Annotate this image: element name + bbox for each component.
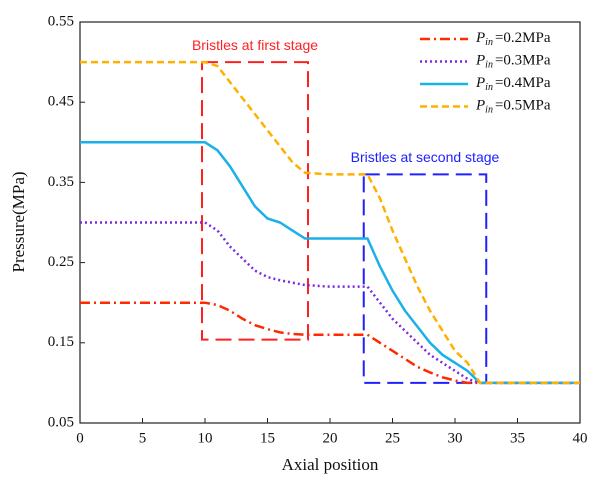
x-tick-label: 5: [139, 430, 147, 446]
x-tick-label: 30: [448, 430, 463, 446]
y-tick-label: 0.05: [48, 414, 74, 430]
annotation-box: [201, 61, 309, 341]
y-tick-label: 0.35: [48, 174, 74, 190]
x-tick-label: 40: [573, 430, 588, 446]
x-tick-label: 0: [76, 430, 84, 446]
legend-subscript: in: [485, 82, 493, 93]
legend-name: =0.5MPa: [495, 98, 551, 114]
x-tick-label: 35: [510, 430, 525, 446]
x-tick-label: 25: [385, 430, 400, 446]
y-axis-title: Pressure(MPa): [9, 171, 28, 272]
x-tick-label: 20: [323, 430, 338, 446]
x-axis-title: Axial position: [282, 455, 379, 474]
series-line: [80, 221, 580, 385]
annotation-box: [362, 173, 488, 384]
legend-symbol: P: [475, 30, 485, 46]
legend-subscript: in: [485, 37, 493, 48]
y-tick-label: 0.25: [48, 254, 74, 270]
series-line: [80, 301, 580, 385]
legend-subscript: in: [485, 105, 493, 116]
y-tick-label: 0.45: [48, 94, 74, 110]
y-tick-label: 0.55: [48, 13, 74, 29]
y-tick-label: 0.15: [48, 334, 74, 350]
annotation-text: Bristles at first stage: [192, 37, 318, 53]
legend-symbol: P: [475, 53, 485, 69]
annotation-text: Bristles at second stage: [351, 149, 500, 165]
series-line: [80, 141, 580, 385]
legend-symbol: P: [475, 75, 485, 91]
legend-name: =0.3MPa: [495, 53, 551, 69]
legend-label: Pin =0.2MPa: [475, 30, 551, 48]
legend-label: Pin =0.4MPa: [475, 75, 551, 93]
legend-name: =0.4MPa: [495, 75, 551, 91]
x-tick-label: 15: [260, 430, 275, 446]
x-tick-label: 10: [198, 430, 213, 446]
legend-symbol: P: [475, 98, 485, 114]
legend-name: =0.2MPa: [495, 30, 551, 46]
series-line: [80, 60, 580, 385]
legend-label: Pin =0.3MPa: [475, 53, 551, 71]
legend-subscript: in: [485, 60, 493, 71]
legend-label: Pin =0.5MPa: [475, 98, 551, 116]
